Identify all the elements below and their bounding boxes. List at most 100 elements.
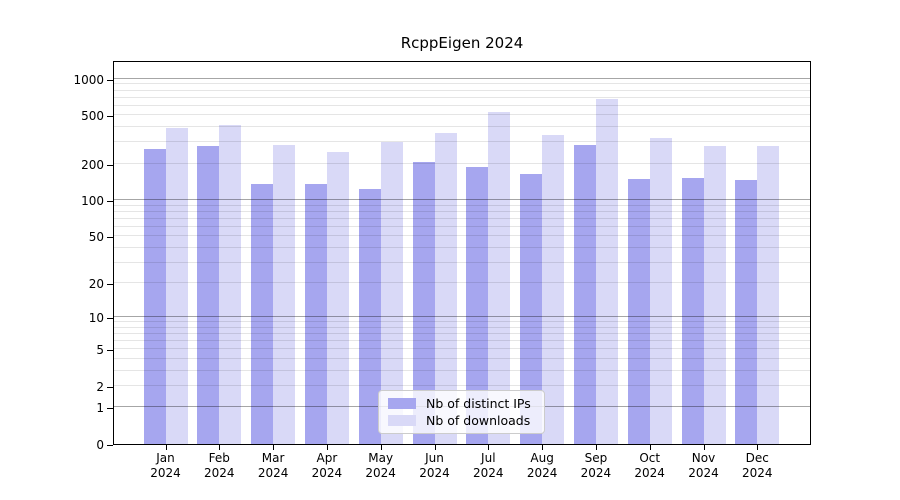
legend-item-downloads: Nb of downloads (379, 413, 544, 428)
bar-distinct-ips (304, 183, 327, 444)
y-tick-label: 100 (81, 194, 104, 208)
y-tick-label: 2 (96, 379, 104, 394)
x-tick-mark (757, 445, 759, 450)
bar-distinct-ips (573, 144, 596, 444)
x-tick-label-month: Nov (691, 451, 716, 465)
x-tick-label-year: 2024 (526, 466, 558, 480)
x-tick-label-year: 2024 (150, 466, 181, 480)
x-tick-label-year: 2024 (742, 466, 773, 480)
x-tick-label-month: May (368, 451, 394, 465)
x-tick-label: Oct 2024 (618, 451, 682, 481)
x-tick-label: Mar 2024 (241, 451, 305, 481)
bar-distinct-ips (627, 178, 650, 444)
bar-distinct-ips (358, 189, 381, 444)
x-tick-mark (542, 445, 544, 450)
x-tick-label: May 2024 (349, 451, 413, 481)
y-tick-mark (107, 79, 113, 81)
y-tick-label: 1 (96, 401, 104, 416)
x-tick-label-month: Jul (481, 451, 496, 465)
bar-downloads (757, 146, 780, 444)
x-tick-mark (380, 445, 382, 450)
x-tick-label-month: Jan (156, 451, 175, 465)
bar-downloads (542, 134, 565, 444)
x-tick-label-year: 2024 (257, 466, 289, 480)
x-tick-label: Jul 2024 (456, 451, 520, 481)
legend: Nb of distinct IPs Nb of downloads (378, 390, 545, 434)
bar-downloads (649, 137, 672, 444)
x-tick-mark (165, 445, 167, 450)
chart-title: RcppEigen 2024 (400, 34, 524, 52)
bar-downloads (165, 127, 188, 444)
x-tick-mark (703, 445, 705, 450)
x-tick-mark (219, 445, 221, 450)
y-tick-label: 50 (88, 230, 104, 245)
y-tick-mark (107, 201, 113, 202)
x-tick-label-year: 2024 (204, 466, 235, 480)
x-tick-label: Jan 2024 (134, 451, 198, 481)
bar-distinct-ips (251, 183, 274, 444)
x-tick-label-month: Aug (530, 451, 554, 465)
bars-layer (114, 62, 810, 444)
y-tick-mark (107, 164, 113, 166)
y-tick-label: 1000 (73, 72, 104, 87)
legend-item-distinct-ips: Nb of distinct IPs (379, 396, 544, 411)
x-tick-label-year: 2024 (634, 466, 665, 480)
legend-swatch-distinct-ips (388, 397, 416, 409)
x-tick-label-year: 2024 (311, 466, 343, 480)
bar-downloads (595, 99, 618, 444)
x-tick-mark (595, 445, 597, 450)
x-tick-label-month: Feb (208, 451, 230, 465)
y-tick-mark (107, 116, 113, 118)
x-tick-label-year: 2024 (419, 466, 450, 480)
y-tick-label: 10 (88, 311, 104, 326)
y-tick-label: 20 (88, 277, 104, 292)
x-tick-label: Feb 2024 (187, 451, 251, 481)
bar-distinct-ips (197, 145, 220, 444)
x-tick-label: Nov 2024 (672, 451, 736, 481)
y-tick-mark (107, 386, 113, 388)
bar-downloads (703, 146, 726, 444)
x-tick-mark (273, 445, 275, 450)
y-tick-mark (107, 284, 113, 286)
bar-distinct-ips (412, 161, 435, 444)
bar-distinct-ips (681, 178, 704, 444)
x-tick-label-year: 2024 (365, 466, 396, 480)
y-tick-label: 500 (81, 109, 104, 124)
bar-distinct-ips (466, 166, 489, 444)
x-tick-label-year: 2024 (688, 466, 719, 480)
legend-label-distinct-ips: Nb of distinct IPs (426, 395, 531, 411)
bar-downloads (219, 124, 242, 444)
y-tick-mark (107, 408, 113, 410)
bar-downloads (273, 145, 296, 444)
x-tick-label-year: 2024 (473, 466, 504, 480)
x-tick-label: Aug 2024 (510, 451, 574, 481)
x-tick-mark (488, 445, 490, 450)
y-tick-label: 5 (96, 343, 104, 358)
bar-downloads (326, 152, 349, 444)
y-tick-label: 200 (81, 157, 104, 172)
y-tick-label: 0 (96, 438, 104, 452)
y-tick-mark (107, 445, 113, 446)
y-tick-mark (107, 350, 113, 352)
x-tick-mark (434, 445, 436, 450)
x-tick-label-month: Apr (316, 451, 338, 465)
x-tick-label-month: Oct (639, 451, 661, 465)
x-tick-label-year: 2024 (580, 466, 612, 480)
x-tick-label-month: Jun (425, 451, 444, 465)
legend-label-downloads: Nb of downloads (426, 413, 531, 429)
x-tick-label-month: Sep (584, 451, 608, 465)
x-tick-label-month: Mar (261, 451, 285, 465)
bar-distinct-ips (143, 148, 166, 444)
bar-downloads (488, 112, 511, 444)
bar-downloads (434, 133, 457, 444)
x-tick-label-month: Dec (745, 451, 769, 465)
x-tick-label: Jun 2024 (403, 451, 467, 481)
x-tick-label: Sep 2024 (564, 451, 628, 481)
x-tick-mark (649, 445, 651, 450)
bar-distinct-ips (520, 174, 543, 444)
x-tick-mark (326, 445, 328, 450)
y-tick-mark (107, 237, 113, 239)
bar-downloads (380, 141, 403, 444)
x-tick-label: Apr 2024 (295, 451, 359, 481)
